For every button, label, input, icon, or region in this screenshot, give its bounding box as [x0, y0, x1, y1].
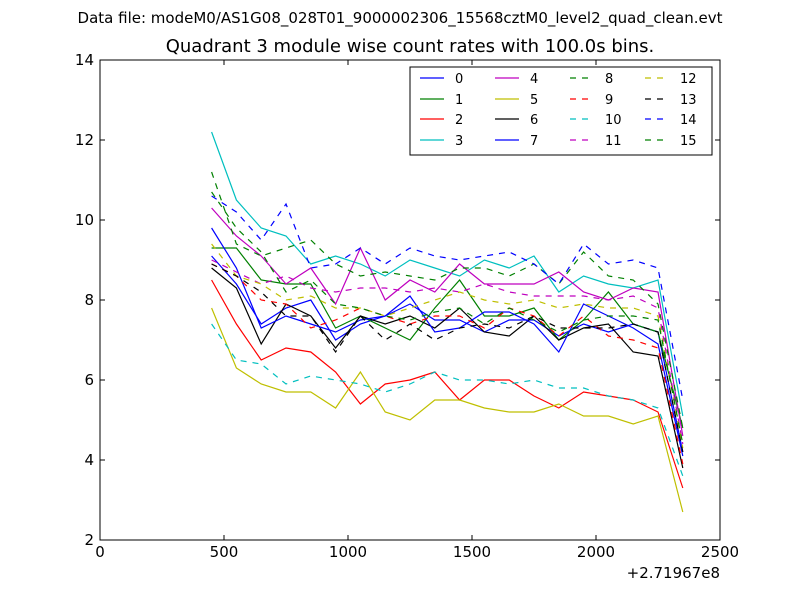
y-tick-label: 12	[75, 131, 94, 149]
x-tick-label: 1500	[453, 543, 491, 561]
x-tick-label: 2500	[701, 543, 739, 561]
x-tick-label: 500	[210, 543, 239, 561]
y-tick-label: 4	[84, 451, 94, 469]
series-line-7	[211, 227, 684, 457]
legend-label-10: 10	[605, 113, 622, 128]
legend-label-5: 5	[530, 93, 538, 108]
series-lines	[211, 131, 684, 513]
series-line-9	[211, 263, 684, 465]
legend-label-3: 3	[455, 134, 463, 149]
legend-label-6: 6	[530, 113, 538, 128]
y-tick-label: 10	[75, 211, 94, 229]
series-line-6	[211, 267, 684, 469]
y-tick-label: 2	[84, 531, 94, 549]
chart-title: Quadrant 3 module wise count rates with …	[165, 36, 655, 57]
series-line-10	[211, 323, 684, 477]
legend-label-0: 0	[455, 72, 463, 87]
series-line-1	[211, 247, 684, 429]
legend-label-14: 14	[680, 113, 697, 128]
series-line-13	[211, 263, 684, 453]
legend-label-9: 9	[605, 93, 613, 108]
x-tick-label: 0	[95, 543, 105, 561]
y-tick-label: 14	[75, 51, 94, 69]
x-axis-offset-label: +2.71967e8	[627, 564, 720, 582]
legend-label-4: 4	[530, 72, 538, 87]
legend-label-15: 15	[680, 134, 697, 149]
series-line-4	[211, 207, 684, 437]
series-line-11	[211, 259, 684, 445]
x-tick-label: 2000	[577, 543, 615, 561]
legend-label-13: 13	[680, 93, 697, 108]
series-line-14	[211, 195, 684, 401]
series-line-0	[211, 255, 684, 453]
legend-label-2: 2	[455, 113, 463, 128]
legend-label-8: 8	[605, 72, 613, 87]
series-line-15	[211, 191, 684, 445]
legend-label-11: 11	[605, 134, 622, 149]
series-line-12	[211, 243, 684, 449]
legend-label-7: 7	[530, 134, 538, 149]
legend-label-1: 1	[455, 93, 463, 108]
y-tick-label: 8	[84, 291, 94, 309]
x-tick-label: 1000	[329, 543, 367, 561]
y-tick-label: 6	[84, 371, 94, 389]
legend-label-12: 12	[680, 72, 697, 87]
series-line-2	[211, 279, 684, 489]
figure-suptitle: Data file: modeM0/AS1G08_028T01_90000023…	[77, 9, 723, 27]
series-line-5	[211, 307, 684, 513]
series-line-8	[211, 171, 684, 429]
series-line-3	[211, 131, 684, 417]
x-axis-ticks: 0 500 1000 1500 2000 2500	[95, 60, 739, 561]
